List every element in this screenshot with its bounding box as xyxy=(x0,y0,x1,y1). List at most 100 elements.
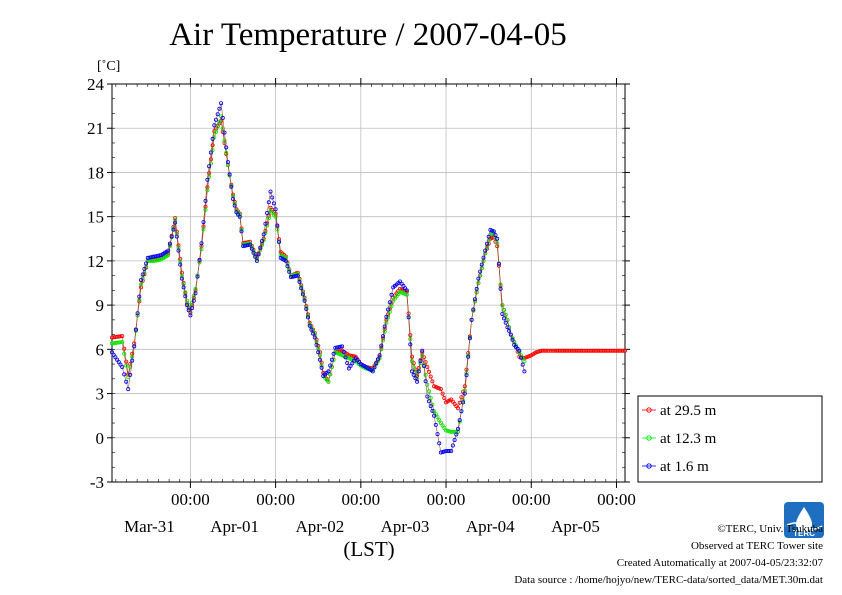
data-point xyxy=(120,339,125,344)
y-tick-label: 21 xyxy=(87,119,104,138)
data-point xyxy=(551,348,556,353)
data-point xyxy=(374,361,379,366)
data-point xyxy=(270,195,275,200)
data-point xyxy=(304,306,309,311)
data-point xyxy=(174,234,179,239)
data-point xyxy=(166,248,171,253)
data-point xyxy=(188,313,193,318)
data-point xyxy=(222,130,227,135)
data-point xyxy=(435,415,440,420)
data-point xyxy=(411,364,416,369)
data-point xyxy=(328,372,333,377)
data-point xyxy=(142,266,147,271)
x-tick-time: 00:00 xyxy=(427,490,466,509)
data-point xyxy=(124,363,129,368)
data-point xyxy=(329,357,334,362)
data-point xyxy=(254,258,259,263)
data-point xyxy=(621,348,626,353)
plot-frame xyxy=(111,83,626,483)
data-point xyxy=(382,329,387,334)
data-point xyxy=(445,428,450,433)
data-point xyxy=(190,306,195,311)
data-point xyxy=(548,348,553,353)
data-point xyxy=(370,369,375,374)
x-tick-time: 00:00 xyxy=(171,490,210,509)
data-point xyxy=(501,316,506,321)
data-point xyxy=(273,207,278,212)
data-point xyxy=(184,303,189,308)
data-point xyxy=(408,342,413,347)
data-point xyxy=(517,348,522,353)
data-point xyxy=(459,395,464,400)
data-point xyxy=(476,276,481,281)
data-point xyxy=(428,374,433,379)
data-point xyxy=(380,338,385,343)
data-point xyxy=(225,160,230,165)
data-point xyxy=(120,334,125,339)
data-point xyxy=(503,320,508,325)
data-point xyxy=(118,340,123,345)
series-layer xyxy=(110,101,628,455)
data-point xyxy=(534,350,539,355)
data-point xyxy=(423,379,428,384)
legend-label: at 12.3 m xyxy=(660,431,717,447)
data-point xyxy=(338,344,343,349)
data-point xyxy=(496,261,501,266)
data-point xyxy=(133,327,138,332)
data-point xyxy=(265,210,270,215)
data-point xyxy=(409,359,414,364)
x-tick-date: Apr-03 xyxy=(381,517,430,536)
data-point xyxy=(208,150,213,155)
data-point xyxy=(461,400,466,405)
data-point xyxy=(283,258,288,263)
data-point xyxy=(450,443,455,448)
y-tick-label: 15 xyxy=(87,208,104,227)
data-point xyxy=(386,307,391,312)
data-point xyxy=(120,364,125,369)
data-point xyxy=(317,357,322,362)
data-point xyxy=(220,115,225,120)
data-point xyxy=(319,365,324,370)
data-point xyxy=(542,348,547,353)
data-point xyxy=(466,354,471,359)
data-point xyxy=(413,376,418,381)
data-point xyxy=(300,292,305,297)
data-point xyxy=(266,216,271,221)
source-text: Data source : /home/hojyo/new/TERC-data/… xyxy=(514,574,823,586)
data-point xyxy=(285,264,290,269)
series-line xyxy=(111,116,525,433)
series-line xyxy=(111,103,525,453)
data-point xyxy=(438,450,443,455)
y-tick-label: 12 xyxy=(87,252,104,271)
data-point xyxy=(420,348,425,353)
data-point xyxy=(316,350,321,355)
data-point xyxy=(183,290,188,295)
data-point xyxy=(479,266,484,271)
data-point xyxy=(207,164,212,169)
data-point xyxy=(377,353,382,358)
data-point xyxy=(199,241,204,246)
data-point xyxy=(203,207,208,212)
x-tick-date: Apr-02 xyxy=(295,517,344,536)
data-point xyxy=(379,347,384,352)
data-point xyxy=(138,278,143,283)
data-point xyxy=(486,238,491,243)
data-point xyxy=(623,348,628,353)
data-point xyxy=(201,220,206,225)
data-point xyxy=(503,312,508,317)
data-point xyxy=(166,252,171,257)
y-tick-label: 9 xyxy=(96,296,105,315)
x-tick-time: 00:00 xyxy=(512,490,551,509)
data-point xyxy=(501,307,506,312)
data-point xyxy=(520,362,525,367)
data-point xyxy=(173,220,178,225)
series-2 xyxy=(110,101,527,455)
data-point xyxy=(345,360,350,365)
data-point xyxy=(169,234,174,239)
data-point xyxy=(132,344,137,349)
data-point xyxy=(178,262,183,267)
data-point xyxy=(299,286,304,291)
data-point xyxy=(186,308,191,313)
legend: at 29.5 m at 12.3 m at 1.6 m xyxy=(637,395,823,483)
data-point xyxy=(251,250,256,255)
